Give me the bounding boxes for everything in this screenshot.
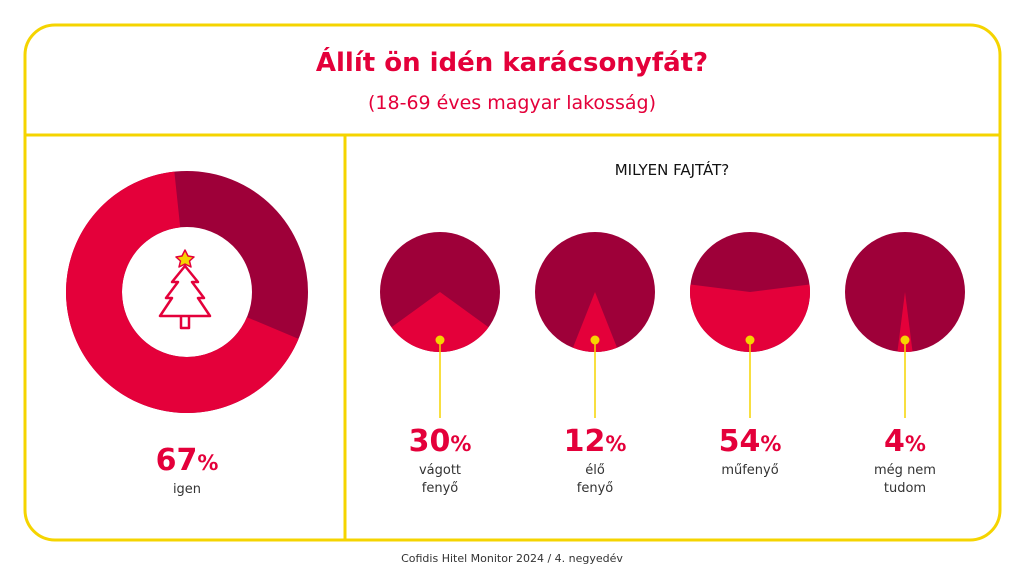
category-label: igen [172,482,202,497]
value: 4 [884,424,905,459]
category-label: még nem tudom [874,463,936,496]
leader-dot [435,335,445,345]
unit: % [904,432,926,456]
unit: % [605,432,627,456]
leader-dot [900,335,910,345]
subtitle: (18-69 éves magyar lakosság) [368,92,656,114]
value: 12 [563,424,606,459]
pie-slice [572,292,618,353]
unit: % [450,432,472,456]
section-title: MILYEN FAJTÁT? [614,161,730,179]
border [23,23,1002,542]
leader-dot [590,335,600,345]
value-label: 54% [719,424,782,459]
value-label: 12% [564,424,627,459]
pie-slice [391,292,489,353]
tree-icon [158,249,212,330]
category-label: élő fenyő [576,463,614,496]
category-label: vágott fenyő [418,463,462,496]
value: 30 [408,424,451,459]
pie-slice [897,292,913,353]
footer: Cofidis Hitel Monitor 2024 / 4. negyedév [401,552,623,565]
category-label: műfenyő [721,463,779,478]
leader-dot [745,335,755,345]
value-label: 67% [156,443,219,478]
unit: % [197,451,219,475]
value: 54 [718,424,761,459]
value-label: 30% [409,424,472,459]
value: 67 [155,443,198,478]
unit: % [760,432,782,456]
pie-slice [689,284,810,353]
donut-segment [65,171,299,414]
value-label: 4% [884,424,926,459]
title: Állít ön idén karácsonyfát? [315,48,709,78]
charts [65,171,965,418]
